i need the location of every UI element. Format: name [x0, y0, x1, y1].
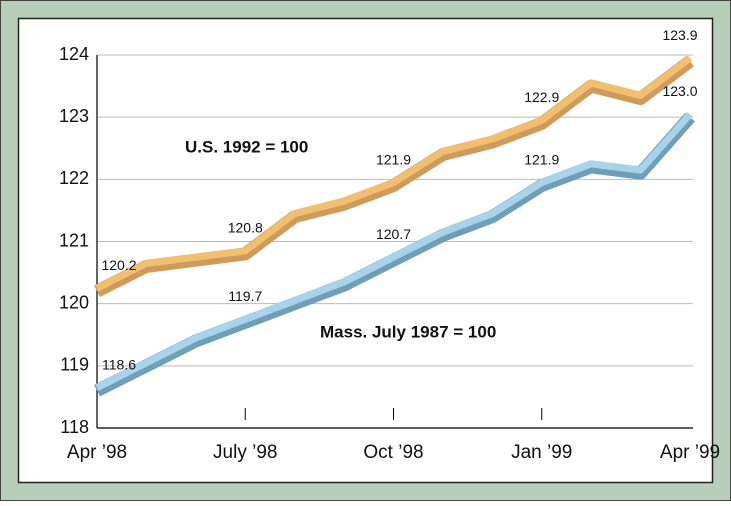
- data-label: 119.7: [228, 288, 262, 304]
- data-label: 121.9: [524, 151, 559, 167]
- y-tick-label: 123: [59, 106, 89, 126]
- x-tick-label: Jan ’99: [511, 442, 572, 463]
- data-label: 121.9: [376, 151, 411, 167]
- y-tick-label: 121: [59, 230, 89, 250]
- data-label: 123.0: [662, 83, 697, 99]
- series-line-highlight: [95, 111, 693, 391]
- data-label: 118.6: [102, 356, 136, 372]
- y-tick-label: 124: [59, 44, 89, 64]
- data-label: 123.9: [662, 27, 697, 43]
- data-label: 120.2: [101, 257, 136, 273]
- x-tick-label: Apr ’98: [67, 442, 127, 463]
- series-name: Mass. July 1987 = 100: [320, 322, 496, 341]
- data-label: 120.7: [376, 226, 411, 242]
- data-label: 122.9: [524, 89, 559, 105]
- y-tick-label: 122: [59, 168, 89, 188]
- series-line-highlight: [95, 55, 693, 292]
- x-tick-label: Apr ’99: [660, 442, 720, 463]
- series-name: U.S. 1992 = 100: [185, 137, 308, 156]
- x-tick-label: July ’98: [213, 442, 277, 463]
- y-tick-label: 120: [59, 292, 89, 312]
- data-label: 120.8: [228, 220, 263, 236]
- x-tick-label: Oct ’98: [363, 442, 423, 463]
- y-tick-label: 118: [60, 417, 89, 437]
- y-tick-label: 119: [60, 355, 89, 375]
- panel: [17, 17, 714, 484]
